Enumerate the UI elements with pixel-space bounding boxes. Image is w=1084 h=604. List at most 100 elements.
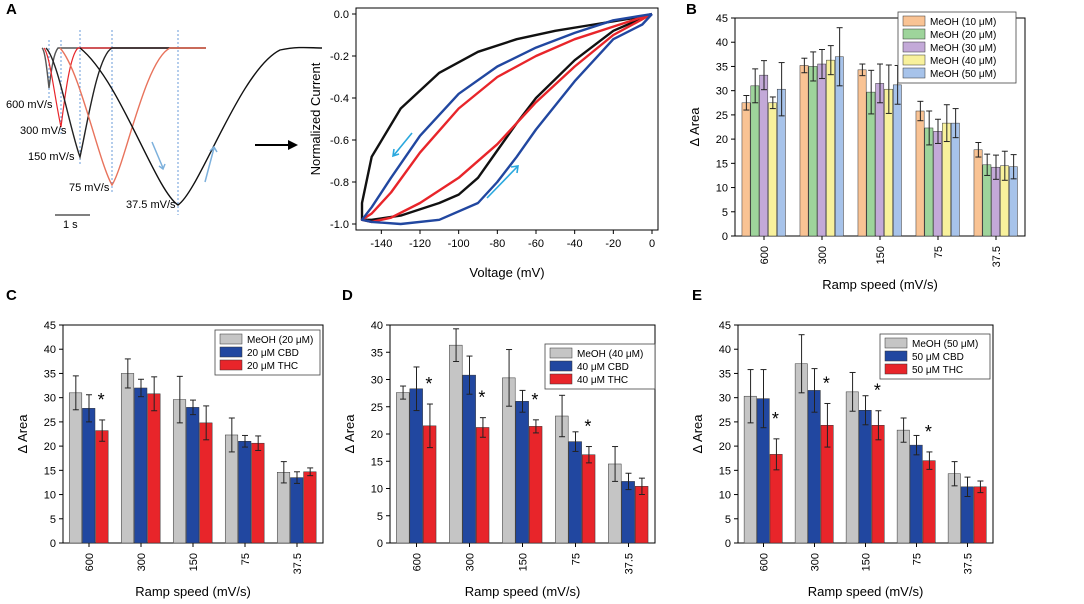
ramp-line-blue	[360, 12, 653, 226]
bar	[186, 407, 200, 544]
bar	[871, 425, 885, 544]
ytick-label: 25	[716, 110, 728, 122]
bar	[475, 427, 490, 544]
ramp-ytick-label: -0.4	[330, 93, 349, 105]
legend-swatch	[549, 373, 573, 385]
bar	[120, 373, 135, 544]
bar	[199, 422, 213, 544]
panel-a-traces: A 600 mV/s 300 mV/s 150 mV/s 75 mV/s 37.…	[6, 1, 323, 231]
bar	[915, 110, 925, 237]
legend-swatch	[219, 333, 243, 345]
trace-label-300: 300 mV/s	[20, 125, 67, 137]
ramp-plot: -140 -120 -100 -80 -60 -40 -20 0 0.0 -0.2 -0.4 -0.…	[308, 7, 659, 280]
ytick-label: 35	[719, 368, 731, 380]
y-axis-label: Δ Area	[342, 414, 357, 454]
bar	[449, 344, 463, 544]
ytick-label: 5	[377, 511, 383, 523]
legend-label: 20 μM THC	[247, 361, 298, 372]
ytick-label: 35	[371, 347, 383, 359]
significance-star: *	[478, 388, 485, 408]
ramp-xtick-label: -20	[605, 238, 621, 250]
bar	[933, 131, 943, 237]
ytick-label: 5	[722, 207, 728, 219]
legend-label: MeOH (50 μM)	[930, 69, 996, 80]
x-axis-label: Ramp speed (mV/s)	[822, 277, 938, 292]
significance-star: *	[823, 373, 830, 393]
ytick-label: 40	[716, 37, 728, 49]
xtick-label: 75	[933, 246, 945, 258]
ramp-ytick-label: 0.0	[334, 9, 349, 21]
significance-star: *	[98, 390, 105, 410]
bar	[581, 454, 596, 544]
ytick-label: 20	[44, 441, 56, 453]
legend-label: MeOH (40 μM)	[577, 349, 643, 360]
panel-label-d: D	[342, 287, 353, 304]
xtick-label: 75	[240, 553, 252, 565]
ramp-xtick-label: -40	[567, 238, 583, 250]
ytick-label: 35	[44, 368, 56, 380]
xtick-label: 600	[84, 553, 96, 571]
ramp-arrows	[392, 132, 519, 199]
legend-label: 50 μM CBD	[912, 352, 964, 363]
xtick-label: 150	[875, 246, 887, 264]
legend-label: 40 μM CBD	[577, 362, 629, 373]
xtick-label: 37.5	[963, 553, 975, 574]
ytick-label: 5	[50, 514, 56, 526]
ytick-label: 0	[50, 538, 56, 550]
bar	[973, 486, 987, 544]
ramp-frame	[355, 7, 659, 231]
y-axis-label: Δ Area	[15, 414, 30, 454]
ramp-ytick-label: -0.2	[330, 51, 349, 63]
ytick-label: 5	[725, 514, 731, 526]
legend-swatch	[902, 15, 926, 27]
trace-label-75: 75 mV/s	[69, 182, 110, 194]
legend-label: 20 μM CBD	[247, 348, 299, 359]
bar	[528, 426, 543, 544]
ytick-label: 15	[371, 456, 383, 468]
xtick-label: 37.5	[292, 553, 304, 574]
ytick-label: 40	[371, 320, 383, 332]
legend-swatch	[549, 347, 573, 359]
xtick-label: 75	[571, 553, 583, 565]
xtick-label: 600	[759, 246, 771, 264]
ytick-label: 20	[719, 441, 731, 453]
xtick-label: 37.5	[624, 553, 636, 574]
xtick-label: 300	[810, 553, 822, 571]
trace-guides	[48, 30, 179, 215]
ramp-ytick-label: -0.8	[330, 177, 349, 189]
significance-star: *	[925, 422, 932, 442]
bar	[875, 83, 885, 237]
bar	[251, 442, 265, 544]
legend-swatch	[902, 54, 926, 66]
bar	[303, 471, 317, 544]
ramp-ytick-label: -1.0	[330, 219, 349, 231]
significance-star: *	[874, 381, 881, 401]
xtick-label: 150	[188, 553, 200, 571]
xtick-label: 37.5	[991, 246, 1003, 267]
bar	[82, 408, 96, 544]
ytick-label: 30	[716, 86, 728, 98]
scale-bar-label: 1 s	[63, 219, 78, 231]
legend-label: MeOH (20 μM)	[930, 30, 996, 41]
ramp-xtick-label: 0	[649, 238, 655, 250]
trace-label-37: 37.5 mV/s	[126, 199, 176, 211]
legend-label: MeOH (50 μM)	[912, 339, 978, 350]
legend: MeOH (50 μM) 50 μM CBD 50 μM THC	[879, 333, 991, 380]
bar	[134, 387, 148, 544]
xtick-label: 300	[817, 246, 829, 264]
bar	[621, 481, 635, 544]
trace-150	[45, 47, 206, 160]
bar	[857, 69, 867, 237]
bar	[858, 410, 872, 544]
significance-star: *	[584, 417, 591, 437]
y-axis-label: Δ Area	[687, 107, 702, 147]
legend-swatch	[884, 350, 908, 362]
bar	[515, 401, 529, 544]
ytick-label: 0	[722, 231, 728, 243]
ramp-xlabel: Voltage (mV)	[469, 265, 544, 280]
trace-label-600: 600 mV/s	[6, 99, 53, 111]
ytick-label: 20	[371, 429, 383, 441]
x-axis-label: Ramp speed (mV/s)	[135, 584, 251, 599]
legend-swatch	[884, 363, 908, 375]
legend: MeOH (10 μM) MeOH (20 μM) MeOH (30 μM) MeOH…	[897, 11, 1017, 84]
